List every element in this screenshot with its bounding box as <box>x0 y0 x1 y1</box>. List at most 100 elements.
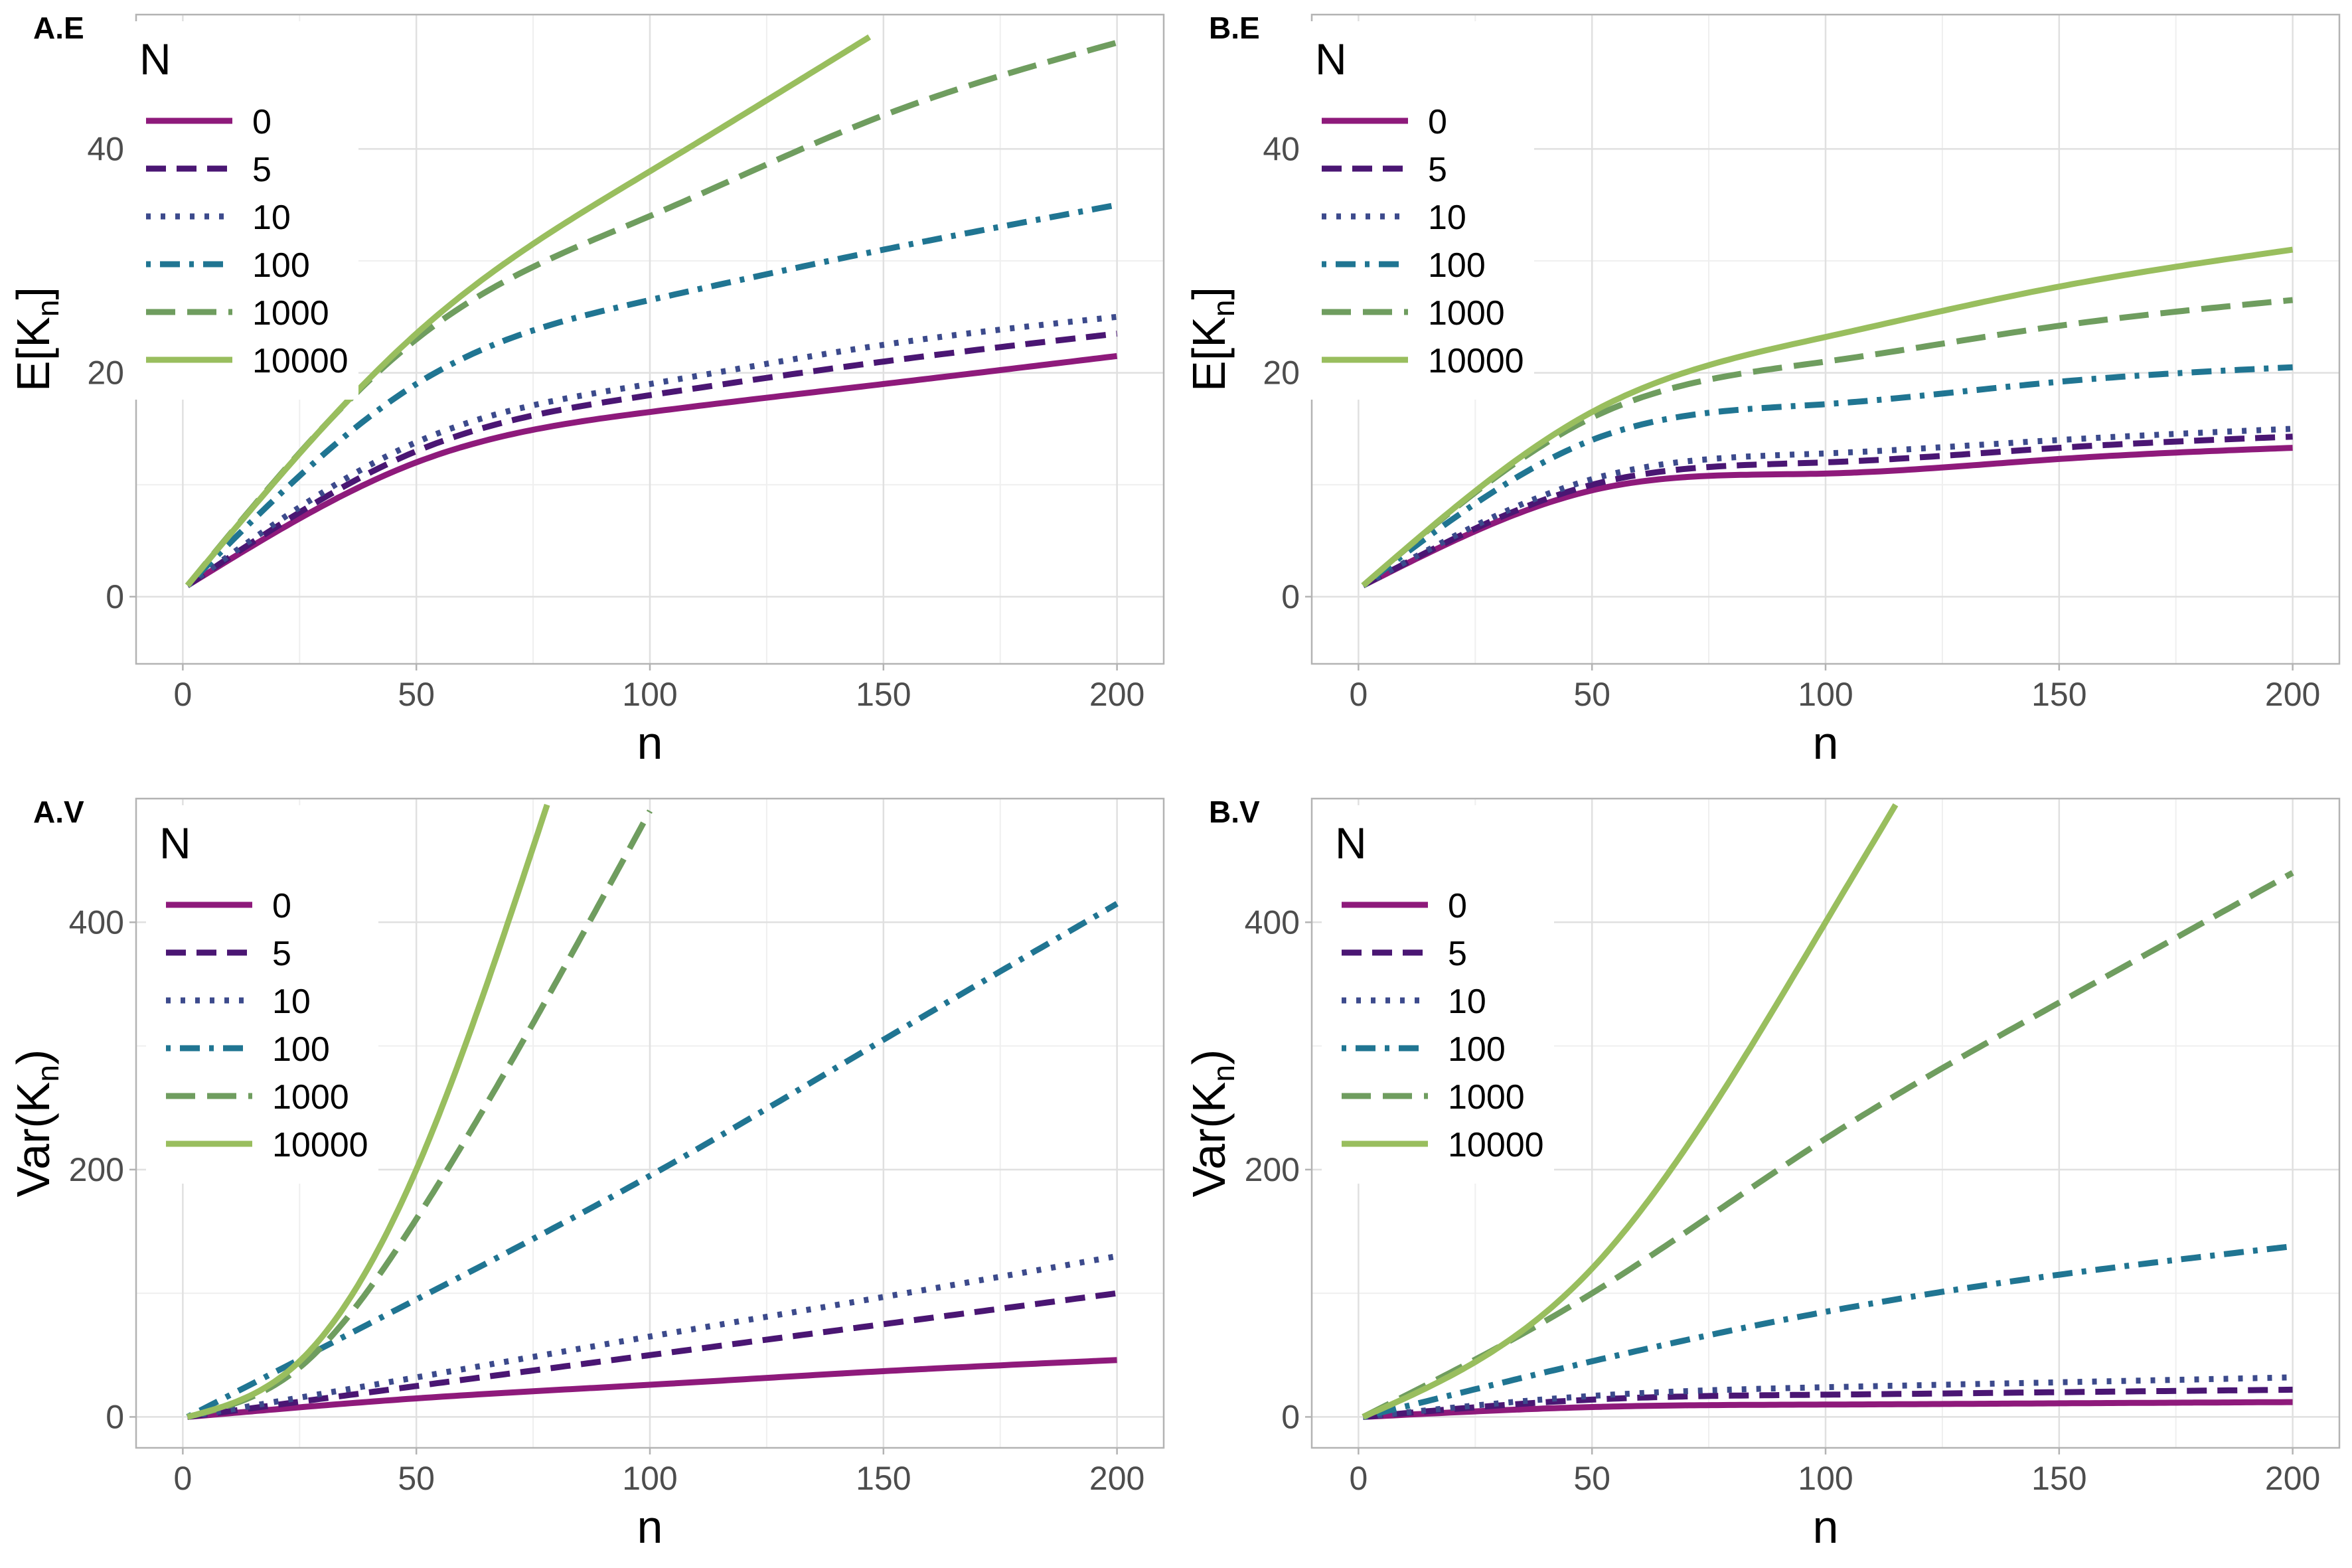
series-line-n-0 <box>1363 1399 2293 1420</box>
x-tick-label: 0 <box>173 676 192 713</box>
x-tick-label: 0 <box>1349 1460 1368 1497</box>
x-tick-label: 0 <box>173 1460 192 1497</box>
y-tick-label: 0 <box>1281 578 1300 615</box>
series-line-n-0 <box>1362 445 2293 589</box>
y-axis-title: Var(Kn) <box>7 1050 65 1198</box>
y-tick-label: 200 <box>1245 1151 1300 1188</box>
legend-background <box>126 21 358 400</box>
x-tick-label: 150 <box>2031 1460 2086 1497</box>
y-axis-title: E[Kn] <box>1183 287 1241 392</box>
x-tick-label: 50 <box>398 1460 435 1497</box>
series-line-n-10 <box>185 313 1118 588</box>
chart-svg-b-e: 0 50 100 150 200 0 20 40 n E[Kn] B.E N 0 5 10 100 1000 10… <box>1183 11 2341 769</box>
y-tick-label: 20 <box>87 354 124 392</box>
series-lines <box>1362 803 2294 1420</box>
series-line-n-10000 <box>1361 246 2294 588</box>
series-line-n-100 <box>1362 1243 2294 1420</box>
legend-background <box>1322 805 1554 1184</box>
legend-label-n-1000: 1000 <box>252 294 329 333</box>
series-lines <box>1361 246 2294 589</box>
legend-label-n-5: 5 <box>252 151 272 189</box>
x-tick-label: 100 <box>1798 1460 1853 1497</box>
series-line-n-10000 <box>1362 803 1899 1420</box>
legend-label-n-10: 10 <box>1448 982 1486 1021</box>
series-line-n-1000 <box>187 809 653 1420</box>
x-tick-label: 200 <box>1089 1460 1144 1497</box>
legend-label-n-5: 5 <box>1428 151 1447 189</box>
y-tick-label: 200 <box>69 1151 124 1188</box>
series-line-n-1000 <box>185 39 1118 588</box>
x-axis-title: n <box>1813 717 1839 769</box>
legend-label-n-1000: 1000 <box>272 1078 349 1117</box>
legend-background <box>1302 21 1534 400</box>
series-lines <box>186 803 1119 1420</box>
series-lines <box>185 34 1118 588</box>
x-tick-label: 150 <box>856 1460 911 1497</box>
legend-title: N <box>1315 35 1347 84</box>
legend: N 0 5 10 100 1000 10000 <box>1322 805 1554 1184</box>
legend-label-n-1000: 1000 <box>1448 1078 1525 1117</box>
series-line-n-5 <box>1362 433 2293 588</box>
chart-panel-b-v: 0 50 100 150 200 0 200 400 n Var(Kn) B.V N 0 5 10 100 10… <box>1176 784 2351 1568</box>
x-tick-label: 100 <box>622 676 677 713</box>
y-tick-label: 0 <box>1281 1398 1300 1435</box>
series-line-n-10000 <box>187 803 550 1420</box>
legend-label-n-5: 5 <box>272 935 291 973</box>
panel-tag: A.E <box>33 11 84 45</box>
x-tick-label: 200 <box>2265 1460 2320 1497</box>
legend-label-n-100: 100 <box>1448 1030 1506 1069</box>
series-line-n-5 <box>1362 1386 2293 1420</box>
legend-label-n-10000: 10000 <box>252 342 349 380</box>
x-axis-title: n <box>637 1501 663 1553</box>
legend-label-n-0: 0 <box>1428 103 1447 141</box>
legend-label-n-10000: 10000 <box>1448 1126 1544 1164</box>
x-tick-label: 150 <box>2031 676 2086 713</box>
x-tick-label: 100 <box>622 1460 677 1497</box>
x-tick-label: 50 <box>398 676 435 713</box>
x-axis-title: n <box>637 717 663 769</box>
chart-panel-a-e: 0 50 100 150 200 0 20 40 n E[Kn] A.E N 0 5 10 100 1000 10… <box>0 0 1176 784</box>
series-line-n-100 <box>1361 364 2293 588</box>
legend-label-n-0: 0 <box>272 887 291 925</box>
series-line-n-10 <box>1362 1374 2293 1420</box>
series-line-n-5 <box>187 1290 1118 1420</box>
x-tick-label: 50 <box>1573 676 1610 713</box>
legend-label-n-10000: 10000 <box>272 1126 368 1164</box>
chart-svg-b-v: 0 50 100 150 200 0 200 400 n Var(Kn) B.V N 0 5 10 100 10… <box>1183 795 2341 1553</box>
y-axis-title: E[Kn] <box>7 287 65 392</box>
x-tick-label: 200 <box>1089 676 1144 713</box>
legend-label-n-0: 0 <box>1448 887 1467 925</box>
legend-label-n-10000: 10000 <box>1428 342 1524 380</box>
y-tick-label: 0 <box>106 1398 124 1435</box>
series-line-n-0 <box>187 1357 1117 1420</box>
legend-label-n-10: 10 <box>252 198 291 237</box>
y-tick-label: 400 <box>69 903 124 941</box>
legend-label-n-10: 10 <box>272 982 311 1021</box>
x-axis-title: n <box>1813 1501 1839 1553</box>
legend-label-n-100: 100 <box>1428 246 1486 285</box>
chart-svg-a-v: 0 50 100 150 200 0 200 400 n Var(Kn) A.V N 0 5 10 100 10… <box>7 795 1165 1553</box>
y-tick-label: 40 <box>87 130 124 167</box>
legend: N 0 5 10 100 1000 10000 <box>126 21 358 400</box>
series-line-n-5 <box>185 331 1118 588</box>
legend-label-n-0: 0 <box>252 103 272 141</box>
legend-label-n-100: 100 <box>252 246 310 285</box>
legend-label-n-10: 10 <box>1428 198 1466 237</box>
panel-tag: B.E <box>1209 11 1260 45</box>
chart-panel-a-v: 0 50 100 150 200 0 200 400 n Var(Kn) A.V N 0 5 10 100 10… <box>0 784 1176 1568</box>
panel-tag: B.V <box>1209 795 1260 829</box>
series-line-n-10 <box>187 1253 1118 1420</box>
legend-label-n-5: 5 <box>1448 935 1467 973</box>
series-line-n-1000 <box>1361 297 2294 588</box>
y-tick-label: 40 <box>1263 130 1300 167</box>
chart-svg-a-e: 0 50 100 150 200 0 20 40 n E[Kn] A.E N 0 5 10 100 1000 10… <box>7 11 1165 769</box>
legend-label-n-1000: 1000 <box>1428 294 1505 333</box>
y-axis-title: Var(Kn) <box>1183 1050 1241 1198</box>
x-tick-label: 50 <box>1573 1460 1610 1497</box>
legend: N 0 5 10 100 1000 10000 <box>146 805 378 1184</box>
chart-panel-b-e: 0 50 100 150 200 0 20 40 n E[Kn] B.E N 0 5 10 100 1000 10… <box>1176 0 2351 784</box>
panel-tag: A.V <box>33 795 84 829</box>
series-line-n-0 <box>186 353 1118 588</box>
series-line-n-100 <box>186 901 1119 1420</box>
x-tick-label: 0 <box>1349 676 1368 713</box>
